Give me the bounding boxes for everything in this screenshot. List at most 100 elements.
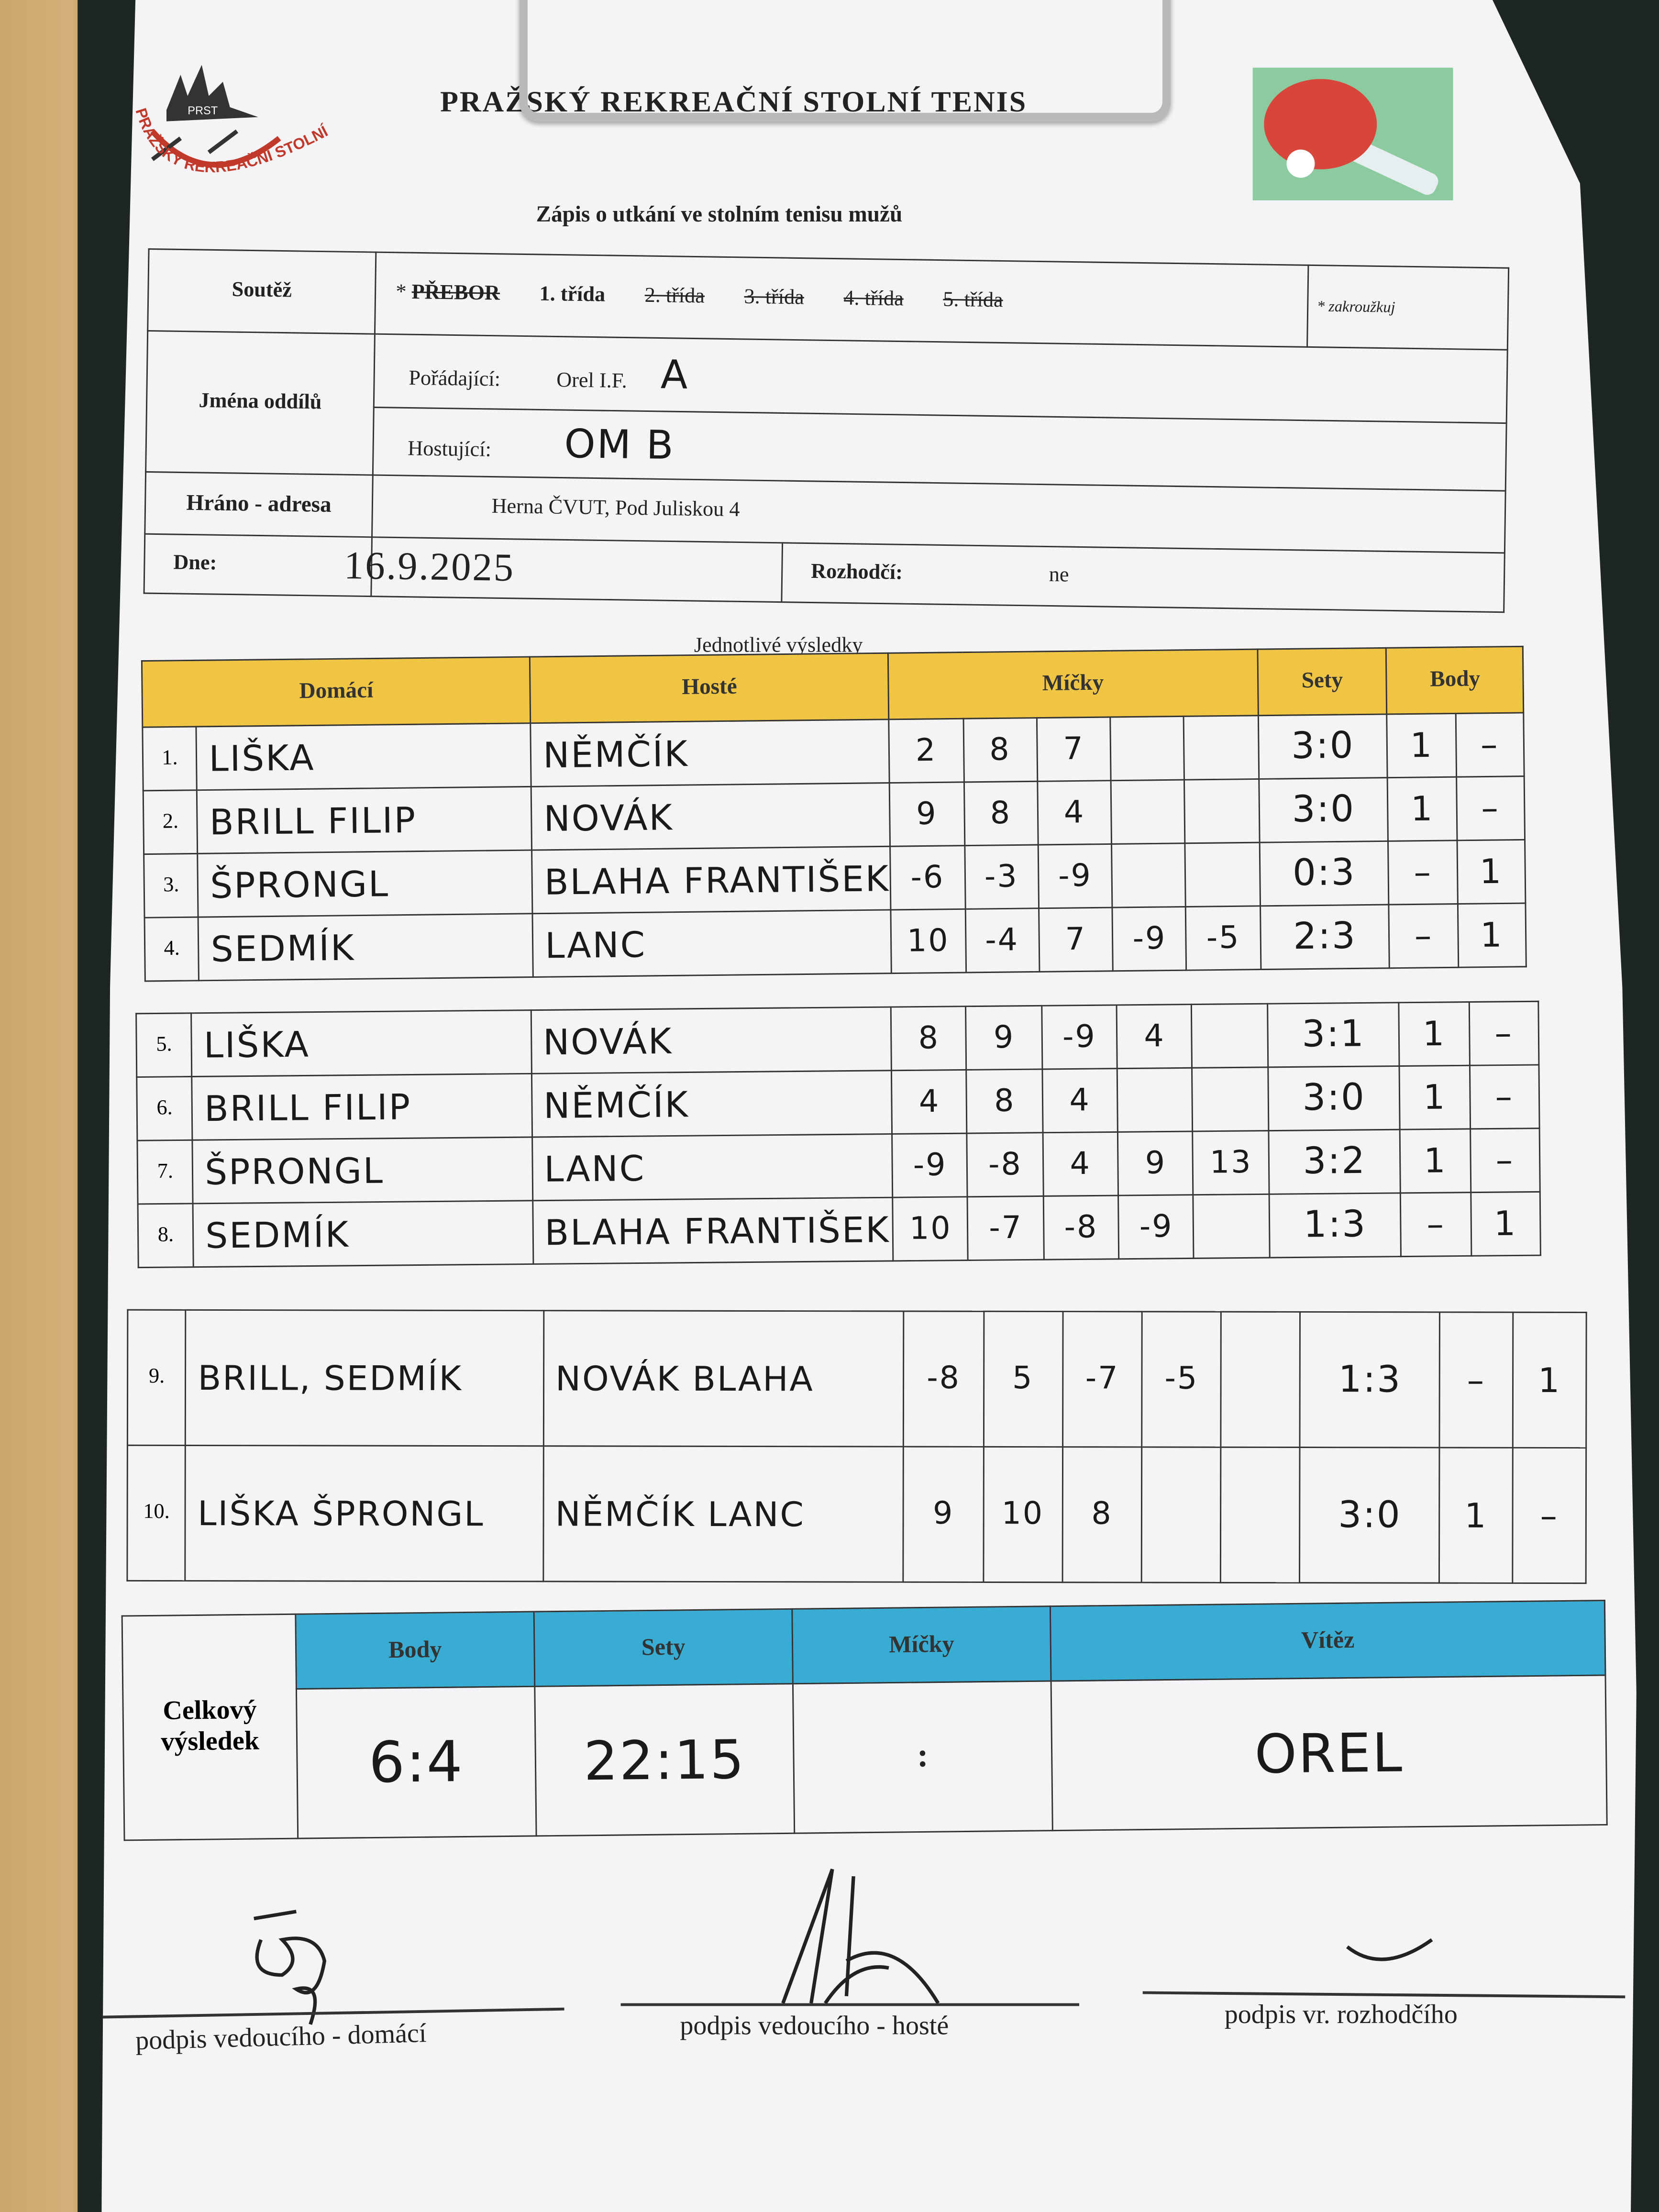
summary-points: 6:4 [296, 1686, 537, 1839]
header-points: Body [1386, 646, 1524, 714]
ball-score: 9 [1117, 1131, 1194, 1196]
set-score: 2:3 [1260, 905, 1390, 970]
form-title: Zápis o utkání ve stolním tenisu mužů [536, 203, 903, 227]
ball-score: 4 [1042, 1068, 1118, 1133]
ball-score [1185, 842, 1260, 907]
match-number: 6. [136, 1076, 193, 1141]
category-5: 4. třída [843, 288, 904, 311]
summary-balls: : [793, 1681, 1053, 1834]
ball-score: -9 [1038, 844, 1113, 908]
guest-point: – [1469, 1001, 1539, 1066]
header-balls: Míčky [888, 649, 1258, 719]
venue-label: Hráno - adresa [144, 472, 373, 537]
home-signature [254, 1910, 327, 2025]
ball-score [1194, 1194, 1270, 1259]
guest-signature-label: podpis vedoucího - hosté [680, 2012, 949, 2042]
results-table-singles-2: 5. LIŠKA NOVÁK 8 9 -9 4 3:1 1–6. BRILL FILIP NĚMČÍ… [135, 1001, 1541, 1268]
ball-score: 5 [983, 1311, 1063, 1447]
results-table-doubles: 9. BRILL, SEDMÍK NOVÁK BLAHA -8 5 -7 -5 1:3–1 10… [126, 1309, 1587, 1584]
guest-player: NOVÁK [531, 783, 890, 851]
away-club-label: Hostující: [408, 438, 492, 462]
home-player: BRILL FILIP [197, 786, 532, 854]
match-number: 3. [144, 853, 199, 918]
ball-score: 4 [891, 1070, 968, 1134]
ball-score: -9 [1118, 1194, 1194, 1259]
home-player: SEDMÍK [199, 913, 534, 981]
home-signature-label: podpis vedoucího - domácí [135, 2019, 427, 2057]
set-score: 3:0 [1268, 1066, 1401, 1131]
home-player: ŠPRONGL [198, 850, 533, 918]
category-2: 1. třída [539, 283, 606, 307]
ball-score [1221, 1312, 1301, 1448]
ball-score: -7 [1062, 1311, 1142, 1447]
ball-score: -9 [892, 1133, 968, 1198]
ball-score: 9 [903, 1447, 984, 1582]
home-point: 1 [1400, 1065, 1470, 1130]
result-row: 5. LIŠKA NOVÁK 8 9 -9 4 3:1 1– [136, 1001, 1539, 1077]
set-score: 1:3 [1300, 1312, 1440, 1448]
home-club-name: Orel I.F. [556, 369, 628, 394]
guest-player: NĚMČÍK LANC [543, 1446, 904, 1582]
result-row: 6. BRILL FILIP NĚMČÍK 4 8 4 3:0 1– [136, 1064, 1540, 1141]
match-number: 1. [142, 727, 198, 791]
set-score: 3:2 [1268, 1129, 1401, 1194]
ball-score: -5 [1141, 1311, 1221, 1448]
clipboard-clip [519, 0, 1171, 122]
home-point: 1 [1400, 1128, 1471, 1193]
guest-player: NOVÁK [531, 1007, 892, 1074]
ball-score: 10 [891, 909, 966, 973]
guest-point: 1 [1470, 1192, 1541, 1256]
result-row: 7. ŠPRONGL LANC -9 -8 4 9 13 3:2 1– [137, 1128, 1540, 1204]
ball-score [1111, 780, 1185, 844]
set-score: 0:3 [1259, 841, 1390, 906]
category-4: 3. třída [744, 286, 805, 310]
home-player: BRILL FILIP [192, 1073, 532, 1140]
ball-score [1141, 1447, 1221, 1583]
guest-player: NĚMČÍK [531, 719, 890, 787]
home-player: LIŠKA [191, 1010, 531, 1077]
category-3: 2. třída [644, 285, 705, 309]
result-row: 8. SEDMÍK BLAHA FRANTIŠEK 10 -7 -8 -9 1:3–1 [138, 1192, 1541, 1268]
ball-score [1192, 1004, 1268, 1068]
summary-header-points: Body [295, 1612, 535, 1689]
ball-score [1220, 1447, 1301, 1583]
ball-score [1110, 716, 1185, 781]
referee-label: Rozhodčí: [810, 561, 903, 585]
set-score: 3:0 [1300, 1447, 1440, 1583]
referee-signature-label: podpis vr. rozhodčího [1224, 2000, 1458, 2030]
guest-signature [781, 1869, 940, 2004]
header-sets: Sety [1257, 648, 1388, 716]
home-club-handwritten: A [660, 351, 690, 398]
match-number: 2. [143, 790, 198, 854]
ball-score [1184, 715, 1259, 780]
referee-signature [1346, 1938, 1433, 1961]
ball-score: 10 [983, 1447, 1062, 1582]
referee-value: ne [1049, 564, 1069, 587]
guest-point: – [1512, 1448, 1586, 1583]
set-score: 3:0 [1258, 777, 1389, 843]
home-player: SEDMÍK [193, 1200, 533, 1267]
guest-player: BLAHA FRANTIŠEK [532, 1197, 894, 1264]
ball-score: 8 [962, 718, 1038, 782]
guest-point: 1 [1513, 1312, 1587, 1448]
ball-score: 10 [893, 1196, 969, 1261]
header-guest: Hosté [530, 653, 889, 723]
ball-score: -3 [964, 845, 1039, 909]
match-number: 7. [137, 1140, 193, 1204]
home-point: 1 [1399, 1002, 1470, 1066]
ball-score: -8 [1043, 1195, 1119, 1260]
ball-score: -9 [1112, 907, 1187, 971]
guest-player: NOVÁK BLAHA [543, 1310, 904, 1447]
ball-score: -7 [968, 1196, 1044, 1261]
summary-winner: OREL [1051, 1675, 1607, 1831]
ball-score: 4 [1042, 1132, 1118, 1196]
clubs-label: Jména oddílů [145, 331, 375, 476]
guest-point: – [1469, 1064, 1540, 1129]
prst-logo: PRST PRAŽSKÝ REKREAČNÍ STOLNÍ TENIS [124, 54, 335, 176]
guest-point: 1 [1457, 840, 1526, 904]
match-number: 5. [136, 1013, 192, 1077]
ball-score: -6 [890, 845, 965, 910]
competition-label: Soutěž [147, 249, 376, 334]
set-score: 3:0 [1258, 714, 1388, 779]
